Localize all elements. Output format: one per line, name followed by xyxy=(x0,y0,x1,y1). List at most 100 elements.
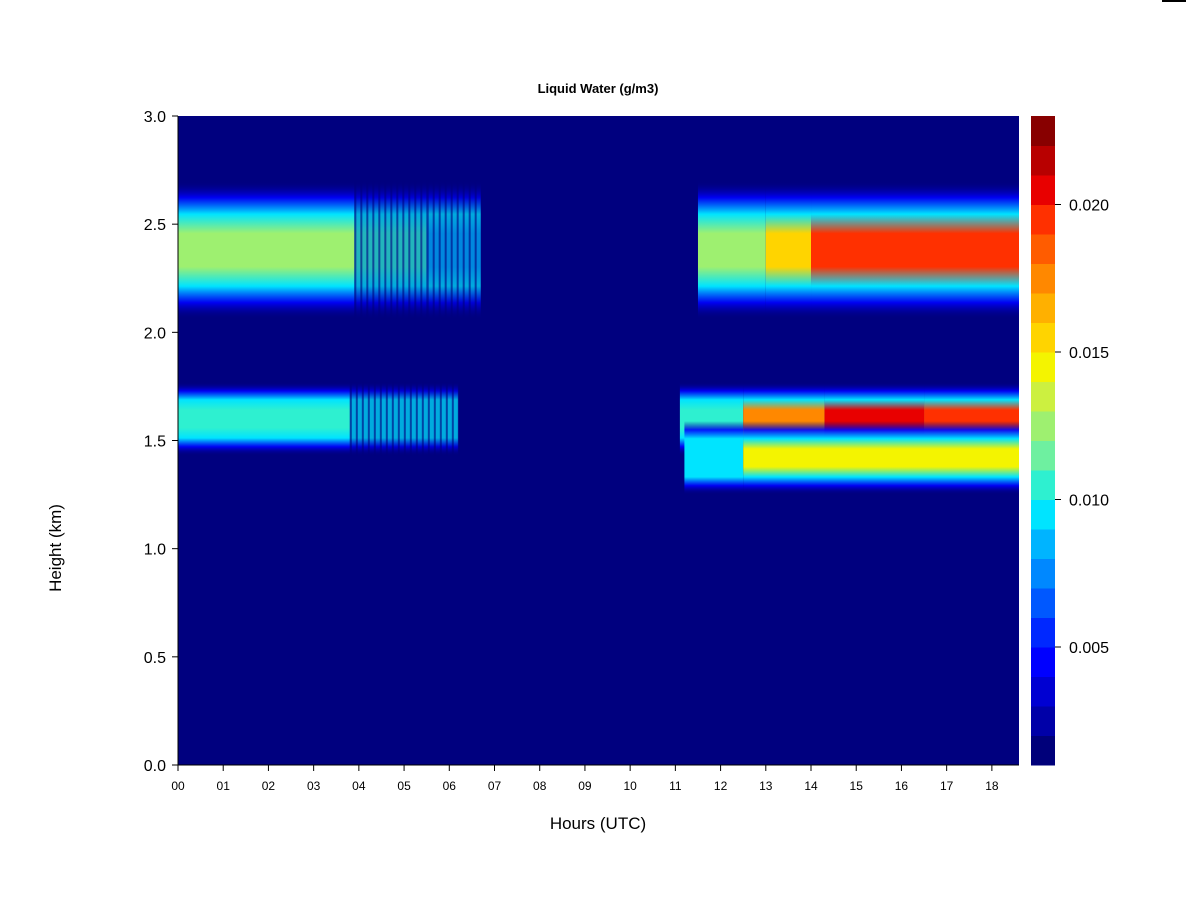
broken-stripe xyxy=(456,180,459,320)
broken-stripe xyxy=(384,180,387,320)
broken-stripe xyxy=(439,382,442,456)
broken-stripe xyxy=(397,382,400,456)
broken-stripe xyxy=(420,180,423,320)
colorbar-swatch xyxy=(1031,706,1055,736)
y-tick-label: 2.0 xyxy=(144,325,166,342)
broken-stripe xyxy=(361,382,364,456)
broken-stripe xyxy=(445,382,448,456)
heatmap-plot-area xyxy=(178,116,1019,765)
layer-2-segment-1 xyxy=(743,421,1019,495)
colorbar-swatch xyxy=(1031,381,1055,412)
broken-stripe xyxy=(451,382,454,456)
broken-stripe xyxy=(415,382,418,456)
y-tick-label: 0.0 xyxy=(144,758,166,775)
colorbar-swatch xyxy=(1031,529,1055,559)
x-tick-label: 16 xyxy=(895,779,909,793)
x-tick-label: 09 xyxy=(578,779,592,793)
colorbar-swatch xyxy=(1031,175,1055,205)
layer-0-segment-4 xyxy=(765,180,812,320)
y-tick-label: 1.5 xyxy=(144,434,166,451)
broken-stripe xyxy=(427,382,430,456)
x-tick-label: 03 xyxy=(307,779,321,793)
y-tick-label: 3.0 xyxy=(144,109,166,126)
broken-stripe xyxy=(360,180,363,320)
broken-stripe xyxy=(409,382,412,456)
layer-0-segment-2 xyxy=(426,180,481,320)
x-tick-label: 12 xyxy=(714,779,728,793)
broken-stripe xyxy=(433,382,436,456)
x-tick-label: 05 xyxy=(397,779,411,793)
x-tick-label: 15 xyxy=(850,779,864,793)
broken-stripe xyxy=(457,382,460,456)
broken-stripe xyxy=(480,180,483,320)
broken-stripe xyxy=(379,382,382,456)
broken-stripe xyxy=(396,180,399,320)
colorbar-swatch xyxy=(1031,116,1055,146)
colorbar-swatch xyxy=(1031,470,1055,500)
colorbar-swatch xyxy=(1031,617,1055,648)
layer-0-segment-0 xyxy=(178,180,355,320)
colorbar-swatch xyxy=(1031,647,1055,677)
y-tick-label: 2.5 xyxy=(144,217,166,234)
broken-stripe xyxy=(474,180,477,320)
colorbar-swatch xyxy=(1031,293,1055,323)
broken-stripe xyxy=(367,382,370,456)
x-tick-label: 06 xyxy=(443,779,457,793)
colorbar-tick-label: 0.020 xyxy=(1069,198,1109,215)
layer-0-segment-5 xyxy=(811,180,1019,320)
broken-stripe xyxy=(432,180,435,320)
colorbar-swatch xyxy=(1031,735,1055,766)
broken-stripe xyxy=(402,180,405,320)
x-tick-label: 17 xyxy=(940,779,954,793)
layer-0-segment-3 xyxy=(697,180,766,320)
colorbar-swatch xyxy=(1031,352,1055,382)
colorbar-swatch xyxy=(1031,145,1055,176)
x-tick-label: 02 xyxy=(262,779,276,793)
x-tick-label: 07 xyxy=(488,779,502,793)
y-tick-label: 0.5 xyxy=(144,650,166,667)
colorbar-swatch xyxy=(1031,588,1055,618)
broken-stripe xyxy=(354,180,357,320)
broken-stripe xyxy=(444,180,447,320)
broken-stripe xyxy=(355,382,358,456)
x-axis-label: Hours (UTC) xyxy=(550,814,646,833)
x-tick-label: 10 xyxy=(623,779,637,793)
broken-stripe xyxy=(366,180,369,320)
colorbar-swatch xyxy=(1031,234,1055,264)
x-tick-label: 00 xyxy=(171,779,185,793)
x-tick-label: 18 xyxy=(985,779,999,793)
layer-1-segment-0 xyxy=(178,382,350,456)
broken-stripe xyxy=(391,382,394,456)
x-tick-label: 11 xyxy=(669,779,682,793)
y-tick-label: 1.0 xyxy=(144,542,166,559)
colorbar-swatch xyxy=(1031,440,1055,471)
colorbar-swatch xyxy=(1031,411,1055,441)
broken-stripe xyxy=(403,382,406,456)
colorbar-swatch xyxy=(1031,263,1055,294)
broken-stripe xyxy=(408,180,411,320)
broken-stripe xyxy=(421,382,424,456)
colorbar-swatch xyxy=(1031,204,1055,235)
colorbar-tick-label: 0.010 xyxy=(1069,493,1109,510)
colorbar-swatch xyxy=(1031,558,1055,589)
y-axis: 0.0 0.5 1.0 1.5 2.0 2.5 3.0 xyxy=(144,109,179,775)
broken-stripe xyxy=(426,180,429,320)
colorbar-swatch xyxy=(1031,322,1055,353)
colorbar-tick-label: 0.005 xyxy=(1069,640,1109,657)
x-tick-label: 08 xyxy=(533,779,547,793)
broken-stripe xyxy=(462,180,465,320)
broken-stripe xyxy=(378,180,381,320)
x-tick-label: 04 xyxy=(352,779,366,793)
colorbar-swatch xyxy=(1031,499,1055,530)
broken-stripe xyxy=(373,382,376,456)
colorbar-swatch xyxy=(1031,676,1055,707)
broken-stripe xyxy=(385,382,388,456)
colorbar-legend: 0.005 0.010 0.015 0.020 xyxy=(1031,116,1109,766)
broken-stripe xyxy=(468,180,471,320)
broken-stripe xyxy=(349,382,352,456)
x-axis: 00 01 02 03 04 05 06 07 08 09 10 11 12 13 14 15 16 17 18 xyxy=(171,764,1019,793)
x-tick-label: 14 xyxy=(804,779,818,793)
broken-stripe xyxy=(390,180,393,320)
y-axis-label: Height (km) xyxy=(46,504,65,592)
